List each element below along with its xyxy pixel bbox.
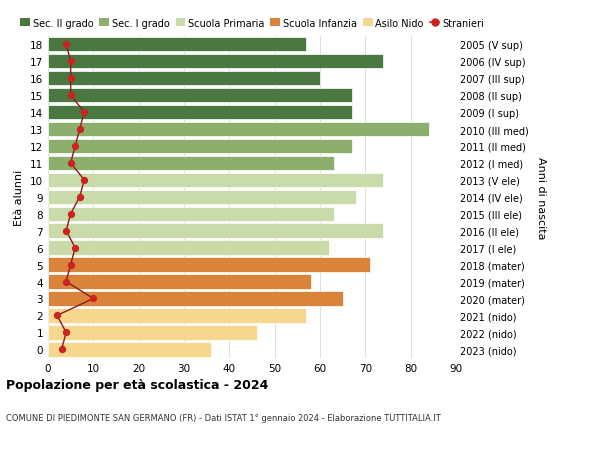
Point	[52, 312, 62, 319]
Bar	[48, 72, 320, 86]
Point	[66, 211, 76, 218]
Bar	[48, 38, 307, 52]
Legend: Sec. II grado, Sec. I grado, Scuola Primaria, Scuola Infanzia, Asilo Nido, Stran: Sec. II grado, Sec. I grado, Scuola Prim…	[20, 19, 484, 28]
Y-axis label: Anni di nascita: Anni di nascita	[536, 156, 545, 239]
Point	[66, 75, 76, 83]
Bar	[48, 190, 356, 205]
Point	[75, 194, 85, 201]
Bar	[48, 173, 383, 188]
Bar	[48, 157, 334, 171]
Point	[57, 346, 67, 353]
Point	[61, 41, 71, 49]
Bar	[48, 291, 343, 306]
Point	[66, 160, 76, 167]
Text: Popolazione per età scolastica - 2024: Popolazione per età scolastica - 2024	[6, 379, 268, 392]
Bar	[48, 224, 383, 238]
Bar	[48, 308, 307, 323]
Point	[61, 228, 71, 235]
Bar	[48, 89, 352, 103]
Point	[66, 58, 76, 66]
Y-axis label: Età alunni: Età alunni	[14, 169, 25, 225]
Bar	[48, 275, 311, 289]
Point	[70, 245, 80, 252]
Bar	[48, 258, 370, 272]
Bar	[48, 241, 329, 255]
Text: COMUNE DI PIEDIMONTE SAN GERMANO (FR) - Dati ISTAT 1° gennaio 2024 - Elaborazion: COMUNE DI PIEDIMONTE SAN GERMANO (FR) - …	[6, 413, 441, 422]
Bar	[48, 55, 383, 69]
Bar	[48, 207, 334, 221]
Bar	[48, 325, 257, 340]
Point	[70, 143, 80, 150]
Bar	[48, 140, 352, 154]
Point	[75, 126, 85, 134]
Point	[79, 109, 89, 117]
Bar	[48, 342, 211, 357]
Point	[61, 329, 71, 336]
Point	[89, 295, 98, 302]
Bar	[48, 123, 429, 137]
Point	[66, 92, 76, 100]
Point	[79, 177, 89, 184]
Point	[66, 261, 76, 269]
Point	[61, 278, 71, 285]
Bar	[48, 106, 352, 120]
